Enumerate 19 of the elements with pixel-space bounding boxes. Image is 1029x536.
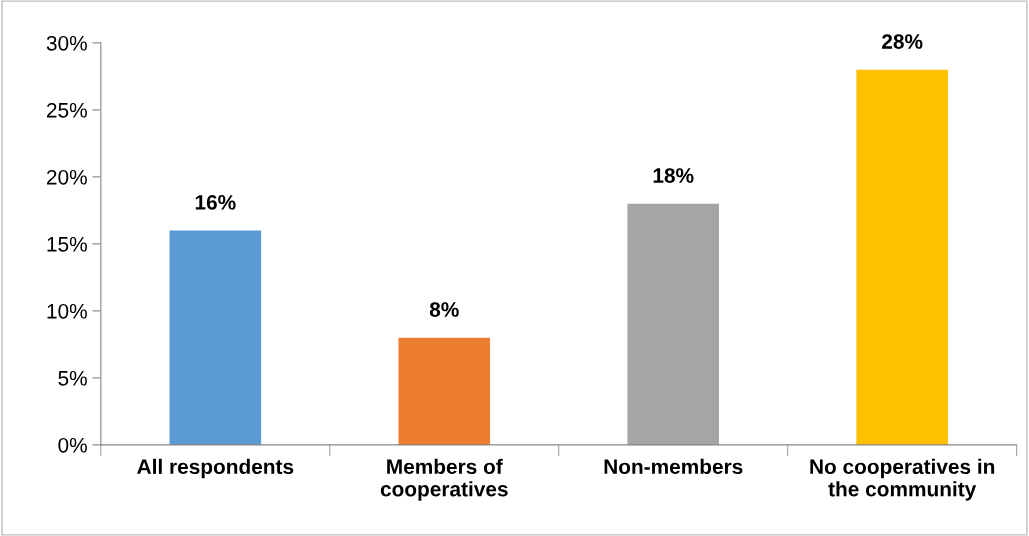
- bar: [169, 230, 262, 445]
- y-tick-label: 30%: [46, 35, 87, 51]
- y-tick-label: 20%: [47, 169, 87, 185]
- data-label: 16%: [195, 194, 236, 210]
- bar: [856, 69, 948, 445]
- x-tick-label: Members of cooperatives: [380, 458, 508, 501]
- data-label: 28%: [882, 34, 923, 49]
- bar: [627, 203, 720, 445]
- bar: [398, 337, 491, 445]
- y-tick-label: 5%: [58, 370, 87, 386]
- y-tick-label: 15%: [47, 236, 87, 252]
- y-tick-label: 25%: [47, 102, 87, 118]
- data-label: 18%: [653, 168, 694, 183]
- x-tick-label: Non-members: [604, 458, 743, 475]
- y-tick-label: 0%: [58, 437, 87, 453]
- x-tick-label: All respondents: [137, 458, 294, 479]
- data-label: 8%: [429, 302, 459, 317]
- y-tick-label: 10%: [47, 303, 87, 319]
- x-tick-label: No cooperatives in the community: [810, 458, 995, 501]
